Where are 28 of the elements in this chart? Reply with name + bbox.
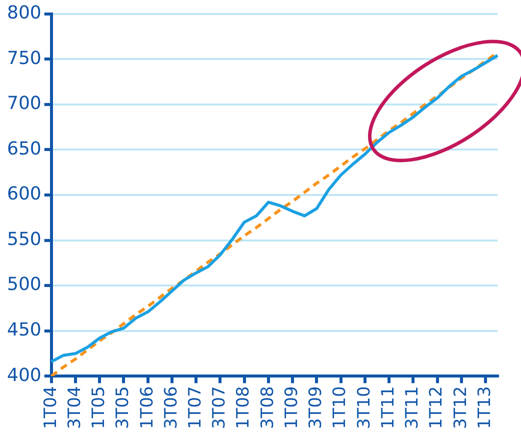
x-tick-label: 1T08 <box>234 386 254 430</box>
x-tick-label: 1T10 <box>330 386 350 430</box>
x-tick-label: 3T10 <box>354 386 374 430</box>
x-tick-label: 3T06 <box>161 386 182 430</box>
y-tick-label: 550 <box>6 228 42 250</box>
x-tick-label: 1T05 <box>89 386 110 430</box>
x-tick-label: 3T11 <box>402 386 423 430</box>
x-tick-label: 3T12 <box>450 386 471 430</box>
y-tick-label: 400 <box>6 364 42 386</box>
y-tick-label: 750 <box>6 48 42 69</box>
y-tick-label: 800 <box>6 2 42 24</box>
x-tick-label: 3T09 <box>306 386 326 430</box>
x-tick-label: 3T05 <box>113 386 134 430</box>
x-tick-label: 1T12 <box>426 386 447 430</box>
y-tick-label: 650 <box>6 138 42 160</box>
y-tick-label: 600 <box>6 184 42 205</box>
y-tick-label: 700 <box>6 93 42 114</box>
x-tick-label: 1T07 <box>186 386 206 430</box>
y-tick-label: 500 <box>6 274 42 296</box>
x-tick-label: 3T04 <box>64 386 85 430</box>
y-tick-label: 450 <box>6 320 42 341</box>
x-tick-label: 1T06 <box>137 386 158 430</box>
x-tick-label: 3T07 <box>210 386 230 430</box>
x-tick-label: 3T08 <box>258 386 278 430</box>
x-tick-label: 1T11 <box>378 386 398 430</box>
x-tick-label: 1T13 <box>474 386 495 430</box>
x-tick-label: 1T09 <box>282 386 302 430</box>
x-tick-label: 1T04 <box>40 386 61 430</box>
